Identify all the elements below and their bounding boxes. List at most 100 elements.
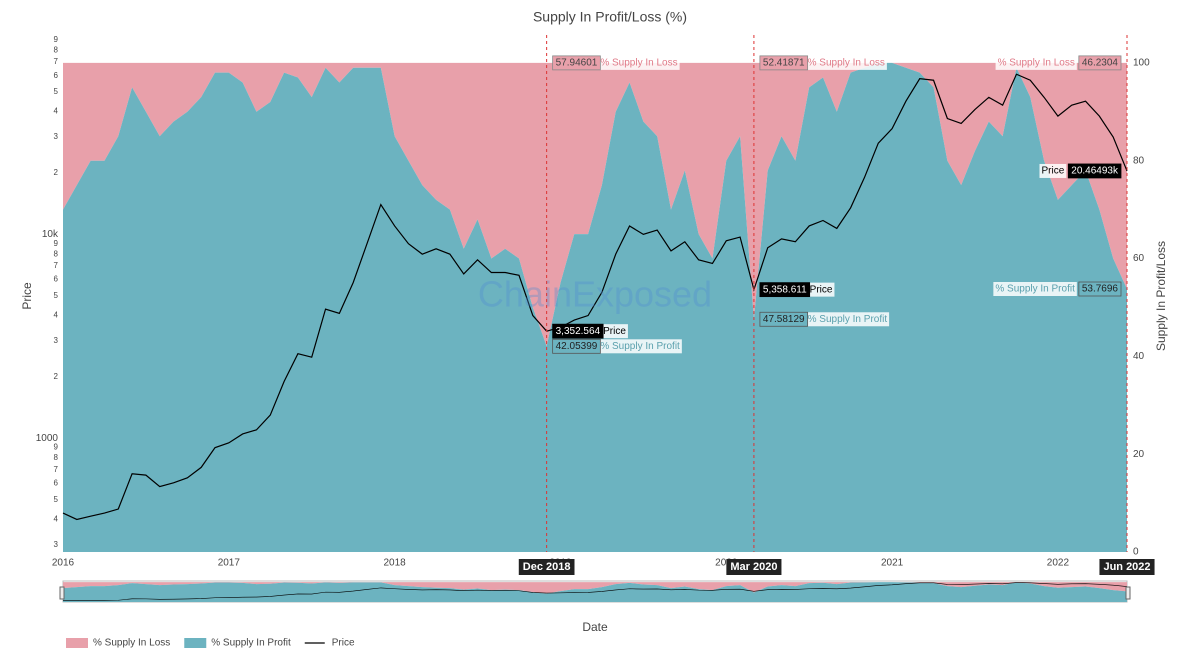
y2-tick-label: 20 — [1133, 449, 1145, 460]
hover-name: % Supply In Loss — [808, 58, 885, 69]
y2-axis-title: Supply In Profit/Loss — [1154, 241, 1168, 351]
hover-value-bg — [552, 55, 601, 71]
y-tick-label: 1000 — [36, 433, 59, 444]
hover-value: 42.05399 — [556, 341, 598, 352]
y-tick-label: 2 — [54, 372, 59, 381]
hover-value-bg — [759, 55, 809, 71]
y-tick-label: 9 — [54, 239, 59, 248]
y-tick-label: 7 — [54, 261, 59, 270]
hover-value: 47.58129 — [763, 314, 805, 325]
y-tick-label: 5 — [54, 495, 59, 504]
y2-tick-label: 40 — [1133, 351, 1145, 362]
y-tick-label: 4 — [54, 515, 59, 524]
hover-name: Price — [1041, 166, 1064, 177]
x-tick-label: 2022 — [1047, 558, 1070, 569]
hover-value: 3,352.564 — [556, 326, 601, 337]
hover-label: 57.94601% Supply In Loss — [552, 55, 680, 71]
hover-value-bg — [1078, 55, 1122, 71]
hover-label: 52.41871% Supply In Loss — [759, 55, 887, 71]
hover-name-bg — [805, 55, 887, 70]
hover-name-bg — [1039, 163, 1067, 178]
hover-value-bg — [759, 282, 811, 298]
legend-label: Price — [332, 638, 355, 649]
hover-name: % Supply In Profit — [995, 284, 1075, 295]
hover-value-bg — [759, 311, 809, 327]
hover-value: 57.94601 — [556, 58, 598, 69]
y-tick-label: 3 — [54, 540, 59, 549]
y2-tick-label: 0 — [1133, 547, 1139, 558]
hover-label: 5,358.611 Price — [759, 282, 835, 298]
x-tick-label: 2017 — [218, 558, 241, 569]
hover-value: 5,358.611 — [763, 284, 807, 295]
hover-date: Jun 2022 — [1103, 561, 1150, 573]
hover-value-bg — [552, 323, 604, 339]
hover-label: 47.58129% Supply In Profit — [759, 311, 890, 327]
legend-label: % Supply In Profit — [211, 638, 291, 649]
range-handle — [59, 586, 65, 600]
hover-name-bg — [805, 312, 890, 327]
y-tick-label: 6 — [54, 479, 59, 488]
y-tick-label: 5 — [54, 291, 59, 300]
watermark: ChainExposed — [478, 274, 712, 315]
x-tick-label: 2021 — [881, 558, 904, 569]
y-tick-label: 8 — [54, 45, 59, 54]
y-tick-label: 4 — [54, 311, 59, 320]
hover-name-bg — [598, 339, 682, 354]
y-tick-label: 9 — [54, 35, 59, 44]
hover-value: 52.41871 — [763, 58, 805, 69]
hover-label: 46.2304 % Supply In Loss — [995, 55, 1122, 71]
y-tick-label: 9 — [54, 443, 59, 452]
hover-name-bg — [598, 55, 680, 70]
hover-name: Price — [603, 326, 626, 337]
x-axis-title: Date — [582, 620, 608, 634]
x-tick-label: 2018 — [384, 558, 407, 569]
range-handle — [1125, 586, 1131, 600]
legend-swatch — [66, 638, 88, 648]
loss-area — [63, 62, 1127, 347]
hover-name-bg — [807, 282, 835, 297]
y-axis-title: Price — [20, 282, 34, 310]
y-tick-label: 6 — [54, 71, 59, 80]
y-tick-label: 3 — [54, 336, 59, 345]
y2-tick-label: 100 — [1133, 58, 1150, 69]
y2-tick-label: 80 — [1133, 155, 1145, 166]
hover-name-bg — [601, 324, 628, 339]
hover-value-bg — [552, 338, 601, 354]
y-tick-label: 8 — [54, 249, 59, 258]
hover-date: Dec 2018 — [523, 561, 571, 573]
hover-label: 53.7696 % Supply In Profit — [993, 281, 1122, 297]
hover-label: 42.05399% Supply In Profit — [552, 338, 682, 354]
hover-value: 53.7696 — [1082, 284, 1119, 295]
hover-value: 20.46493k — [1071, 166, 1119, 177]
hover-date-bg — [1099, 559, 1155, 575]
hover-name-bg — [995, 55, 1077, 70]
hover-name-bg — [993, 282, 1077, 297]
y-tick-label: 4 — [54, 107, 59, 116]
hover-name: % Supply In Loss — [998, 58, 1075, 69]
price-line — [62, 73, 1128, 521]
hover-name: Price — [810, 284, 833, 295]
slider-loss-area — [63, 582, 1127, 594]
hover-date-bg — [726, 559, 782, 575]
hover-value: 46.2304 — [1082, 58, 1119, 69]
y-tick-label: 10k — [42, 229, 59, 240]
y-tick-label: 6 — [54, 275, 59, 284]
hover-value-bg — [1067, 163, 1122, 179]
slider-price-line — [62, 582, 1128, 601]
legend-swatch — [184, 638, 207, 648]
hover-name: % Supply In Profit — [808, 314, 888, 325]
y-tick-label: 2 — [54, 168, 59, 177]
y-tick-label: 7 — [54, 465, 59, 474]
hover-name: % Supply In Loss — [600, 58, 677, 69]
y2-tick-label: 60 — [1133, 253, 1145, 264]
chart-title: Supply In Profit/Loss (%) — [533, 9, 687, 25]
hover-value-bg — [1078, 281, 1122, 297]
hover-label: 3,352.564 Price — [552, 323, 628, 339]
hover-date-bg — [518, 559, 575, 575]
y-tick-label: 8 — [54, 453, 59, 462]
y-tick-label: 3 — [54, 132, 59, 141]
legend-label: % Supply In Loss — [93, 638, 170, 649]
hover-label: 20.46493k Price — [1039, 163, 1122, 179]
hover-date: Mar 2020 — [730, 561, 777, 573]
